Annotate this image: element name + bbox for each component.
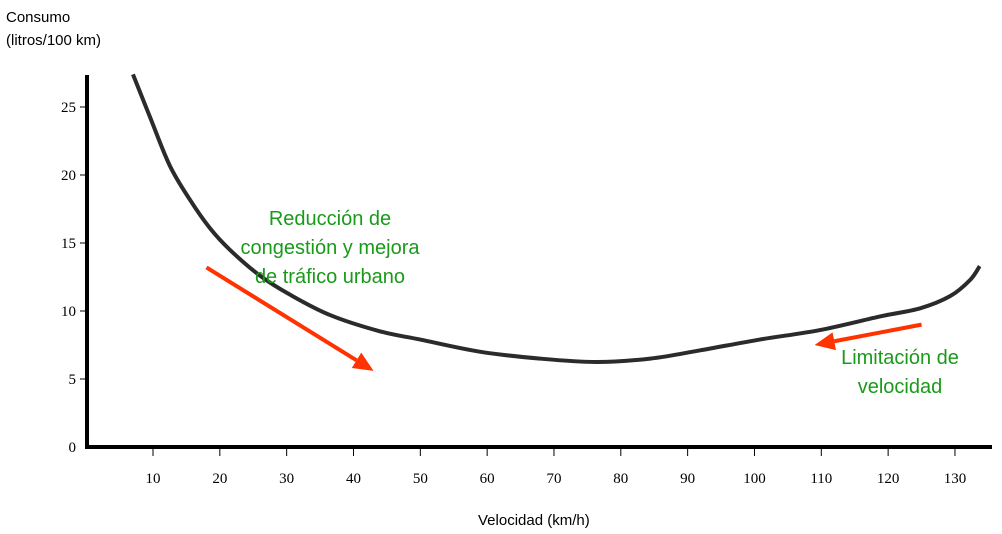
x-tick-label: 70 (546, 471, 561, 487)
y-tick-label: 15 (61, 236, 76, 252)
y-axis-label-line2: (litros/100 km) (6, 32, 101, 49)
x-tick-label: 20 (212, 471, 227, 487)
x-tick-label: 130 (944, 471, 967, 487)
x-tick-label: 30 (279, 471, 294, 487)
x-tick-label: 40 (346, 471, 361, 487)
annotation-text: Limitación de (841, 347, 959, 369)
y-tick-label: 0 (69, 440, 77, 456)
x-tick-label: 60 (480, 471, 495, 487)
annotation-arrow-shaft (205, 265, 358, 363)
x-tick-label: 50 (413, 471, 428, 487)
axes (85, 75, 992, 449)
y-tick-label: 20 (61, 168, 76, 184)
x-tick-label: 10 (146, 471, 161, 487)
x-tick-label: 90 (680, 471, 695, 487)
annotation-arrow-shaft (833, 322, 922, 344)
annotation-text: velocidad (858, 376, 943, 398)
annotation-arrow-head (814, 332, 836, 351)
x-tick-label: 100 (743, 471, 766, 487)
y-axis-label-line1: Consumo (6, 9, 70, 26)
x-tick-label: 110 (810, 471, 832, 487)
annotation-text: congestión y mejora (241, 237, 421, 259)
y-tick-label: 5 (69, 372, 77, 388)
x-tick-label: 80 (613, 471, 628, 487)
y-tick-label: 25 (61, 100, 76, 116)
annotation-text: Reducción de (269, 208, 391, 230)
annotation-arrow-head (351, 352, 374, 371)
series-line (131, 73, 982, 365)
annotation-text: de tráfico urbano (255, 266, 405, 288)
x-tick-label: 120 (877, 471, 900, 487)
x-axis-label: Velocidad (km/h) (478, 512, 590, 529)
y-tick-label: 10 (61, 304, 76, 320)
